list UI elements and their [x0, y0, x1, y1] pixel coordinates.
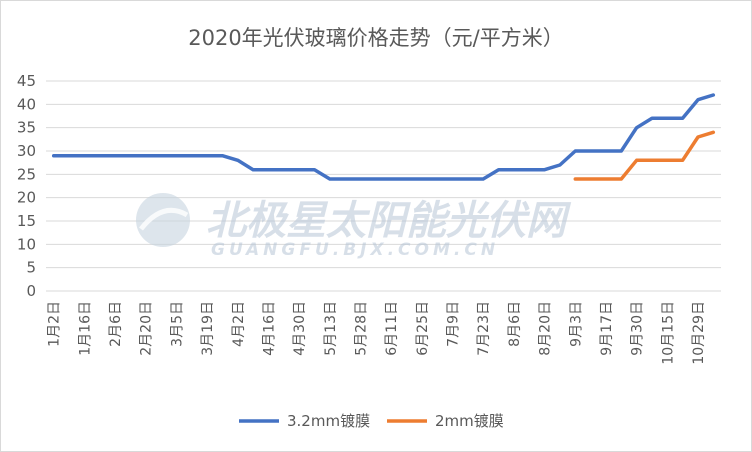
- y-tick-label-4: 20: [17, 189, 36, 207]
- x-tick-label-9: 5月13日: [323, 301, 339, 356]
- x-tick-label-7: 4月16日: [261, 301, 277, 356]
- watermark-url: GUANGFU.BJX.COM.CN: [211, 240, 499, 260]
- y-tick-label-2: 10: [17, 235, 36, 253]
- y-tick-label-8: 40: [17, 95, 36, 113]
- x-tick-label-10: 5月28日: [353, 301, 369, 356]
- x-tick-label-1: 1月16日: [77, 301, 93, 356]
- y-tick-label-6: 30: [17, 142, 36, 160]
- x-axis: 1月2日 1月16日 2月6日 2月20日 3月5日 3月19日 4月2日 4月16日 4月30…: [47, 301, 707, 365]
- x-tick-label-0: 1月2日: [47, 301, 63, 347]
- x-tick-label-17: 9月3日: [568, 301, 584, 347]
- x-tick-label-15: 8月6日: [507, 301, 523, 347]
- y-tick-label-0: 0: [26, 282, 36, 300]
- legend-label-0: 3.2mm镀膜: [287, 412, 370, 430]
- x-tick-label-12: 6月25日: [415, 301, 431, 356]
- series-line-1: [573, 130, 716, 181]
- legend: 3.2mm镀膜 2mm镀膜: [239, 412, 504, 430]
- x-tick-label-8: 4月30日: [292, 301, 308, 356]
- legend-label-1: 2mm镀膜: [435, 412, 504, 430]
- x-tick-label-6: 4月2日: [231, 301, 247, 347]
- x-tick-label-3: 2月20日: [139, 301, 155, 356]
- series-line-0: [51, 93, 716, 181]
- x-tick-label-2: 2月6日: [108, 301, 124, 347]
- y-tick-label-5: 25: [17, 165, 36, 183]
- x-tick-label-19: 9月30日: [630, 301, 646, 356]
- x-tick-label-21: 10月29日: [691, 301, 707, 365]
- x-tick-label-4: 3月5日: [169, 301, 185, 347]
- x-tick-label-16: 8月20日: [538, 301, 554, 356]
- y-tick-label-1: 5: [26, 259, 36, 277]
- y-tick-label-7: 35: [17, 119, 36, 137]
- chart-title: 2020年光伏玻璃价格走势（元/平方米）: [188, 26, 564, 50]
- x-tick-label-14: 7月23日: [476, 301, 492, 356]
- y-axis: 0 5 10 15 20 25 30 35 40 45: [17, 72, 36, 300]
- x-tick-label-11: 6月11日: [384, 301, 400, 356]
- x-tick-label-18: 9月17日: [599, 301, 615, 356]
- watermark-name: 北极星太阳能光伏网: [206, 198, 572, 244]
- y-tick-label-3: 15: [17, 212, 36, 230]
- x-tick-label-5: 3月19日: [200, 301, 216, 356]
- x-tick-label-20: 10月15日: [660, 301, 676, 365]
- x-tick-label-13: 7月9日: [446, 301, 462, 347]
- series-layer: [51, 93, 716, 181]
- watermark: 北极星太阳能光伏网 GUANGFU.BJX.COM.CN: [136, 193, 572, 260]
- y-tick-label-9: 45: [17, 72, 36, 90]
- watermark-logo-icon: [136, 193, 190, 247]
